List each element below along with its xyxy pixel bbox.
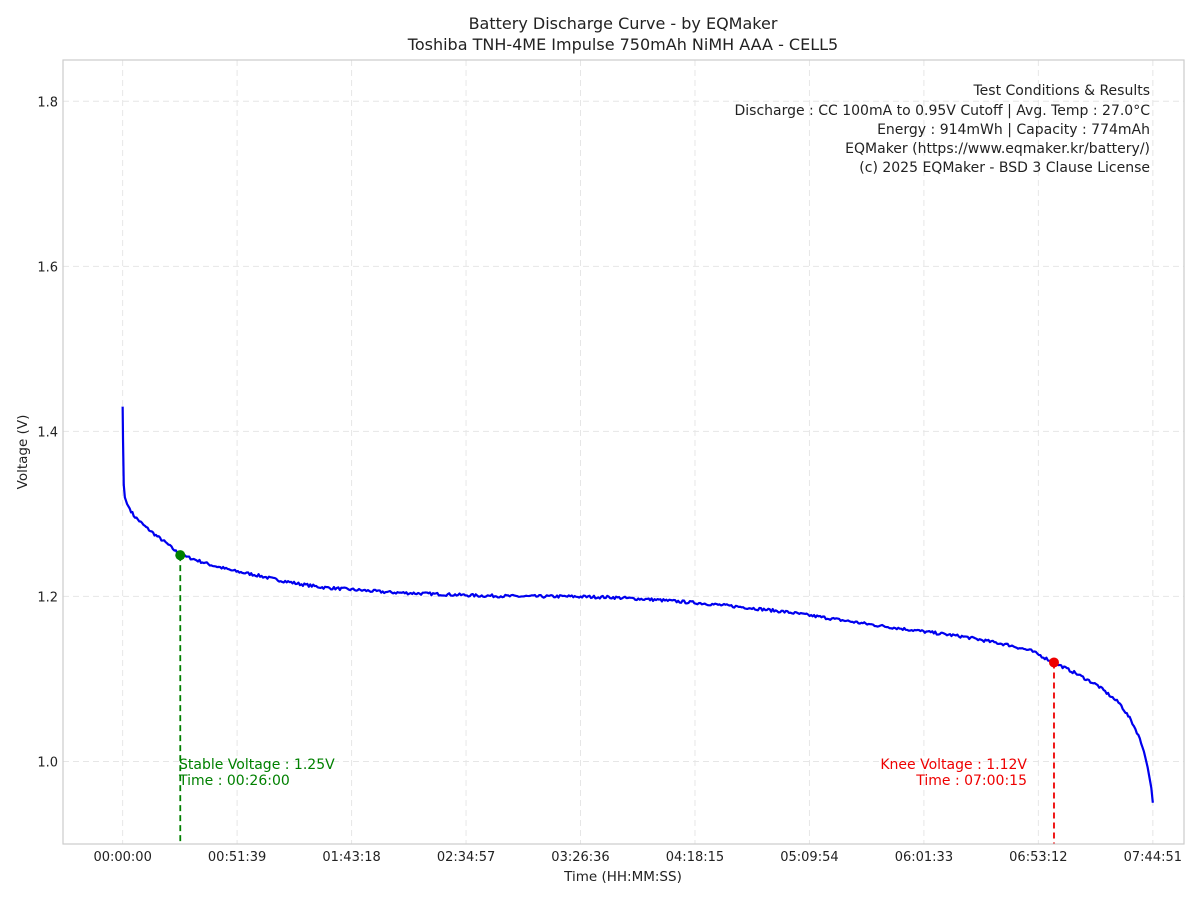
y-tick-label: 1.8 [37, 95, 58, 110]
info-box: Test Conditions & Results Discharge : CC… [734, 83, 1150, 176]
info-line-energy: Energy : 914mWh | Capacity : 774mAh [877, 122, 1150, 138]
x-tick-label: 06:53:12 [1009, 850, 1067, 865]
annotation-lines [179, 555, 1055, 844]
knee-voltage-label: Knee Voltage : 1.12V [880, 757, 1027, 773]
plot-frame [62, 59, 1185, 845]
x-tick-label: 00:51:39 [208, 850, 266, 865]
knee-annotation-text: Knee Voltage : 1.12V Time : 07:00:15 [880, 757, 1027, 789]
y-tick-label: 1.6 [37, 260, 58, 275]
y-axis-ticks: 1.0 1.2 1.4 1.6 1.8 [37, 95, 58, 770]
x-axis-ticks: 00:00:00 00:51:39 01:43:18 02:34:57 03:26:36… [93, 850, 1182, 865]
x-tick-label: 00:00:00 [93, 850, 151, 865]
knee-time-label: Time : 07:00:15 [915, 773, 1027, 789]
x-tick-label: 02:34:57 [437, 850, 495, 865]
voltage-series-line [121, 406, 1154, 803]
y-tick-label: 1.4 [37, 425, 58, 440]
info-line-website: EQMaker (https://www.eqmaker.kr/battery/… [845, 141, 1150, 157]
x-tick-label: 07:44:51 [1124, 850, 1182, 865]
y-tick-label: 1.2 [37, 590, 58, 605]
chart-title: Battery Discharge Curve - by EQMaker [469, 14, 778, 33]
y-axis-label: Voltage (V) [15, 415, 31, 490]
annotation-markers [175, 550, 1059, 668]
info-line-heading: Test Conditions & Results [973, 83, 1151, 99]
x-tick-label: 04:18:15 [666, 850, 724, 865]
x-tick-label: 06:01:33 [895, 850, 953, 865]
info-line-discharge: Discharge : CC 100mA to 0.95V Cutoff | A… [734, 103, 1150, 119]
chart-subtitle: Toshiba TNH-4ME Impulse 750mAh NiMH AAA … [407, 35, 838, 54]
info-line-license: (c) 2025 EQMaker - BSD 3 Clause License [859, 160, 1150, 176]
stable-annotation-text: Stable Voltage : 1.25V Time : 00:26:00 [178, 757, 335, 789]
x-tick-label: 03:26:36 [551, 850, 609, 865]
stable-voltage-label: Stable Voltage : 1.25V [179, 757, 335, 773]
x-tick-label: 01:43:18 [322, 850, 380, 865]
y-tick-label: 1.0 [37, 755, 58, 770]
stable-point-marker [175, 550, 186, 561]
knee-point-marker [1048, 657, 1059, 668]
x-axis-label: Time (HH:MM:SS) [563, 869, 682, 885]
x-tick-label: 05:09:54 [780, 850, 838, 865]
stable-time-label: Time : 00:26:00 [178, 773, 290, 789]
